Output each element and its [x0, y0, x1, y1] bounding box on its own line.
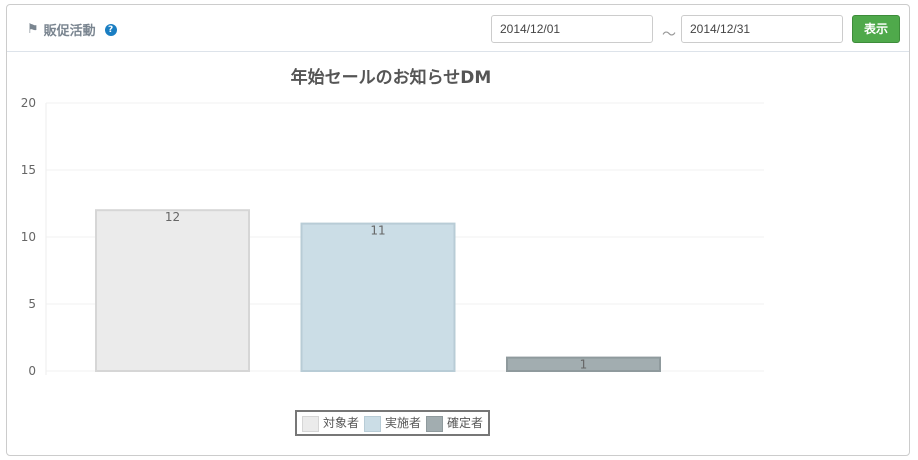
date-to-input[interactable]: [681, 15, 843, 43]
bar-2: [300, 222, 456, 372]
data-label: 12: [165, 210, 180, 224]
legend-swatch: [302, 415, 319, 432]
legend-label: 確定者: [447, 416, 484, 430]
bar-1: [95, 209, 250, 372]
y-tick-label: 0: [28, 364, 36, 378]
panel-header: ⚑ 販促活動 ? ～ 表示: [7, 5, 909, 52]
legend-swatch: [426, 415, 444, 432]
y-tick-label: 15: [21, 163, 36, 177]
y-tick-label: 10: [21, 230, 36, 244]
question-circle-icon[interactable]: ?: [104, 23, 117, 36]
title-text: 販促活動: [43, 24, 96, 39]
legend-item[interactable]: 対象者: [302, 414, 359, 432]
panel-title: ⚑ 販促活動 ?: [27, 20, 117, 39]
show-button[interactable]: 表示: [852, 15, 900, 43]
legend-label: 実施者: [385, 416, 422, 430]
legend-item[interactable]: 実施者: [364, 414, 421, 432]
bar-3: [506, 356, 661, 373]
range-separator: ～: [662, 27, 676, 43]
chart-legend: 対象者 実施者 確定者: [295, 410, 491, 436]
y-tick-label: 5: [28, 297, 36, 311]
legend-label: 対象者: [323, 416, 360, 430]
legend-item[interactable]: 確定者: [426, 414, 483, 432]
legend-swatch: [364, 415, 382, 432]
data-label: 11: [370, 224, 385, 238]
date-from-input[interactable]: [491, 15, 653, 43]
data-label: 1: [580, 358, 588, 372]
y-tick-label: 20: [21, 96, 36, 110]
flag-icon: ⚑: [27, 22, 39, 37]
chart-title: 年始セールのお知らせDM: [291, 67, 492, 88]
